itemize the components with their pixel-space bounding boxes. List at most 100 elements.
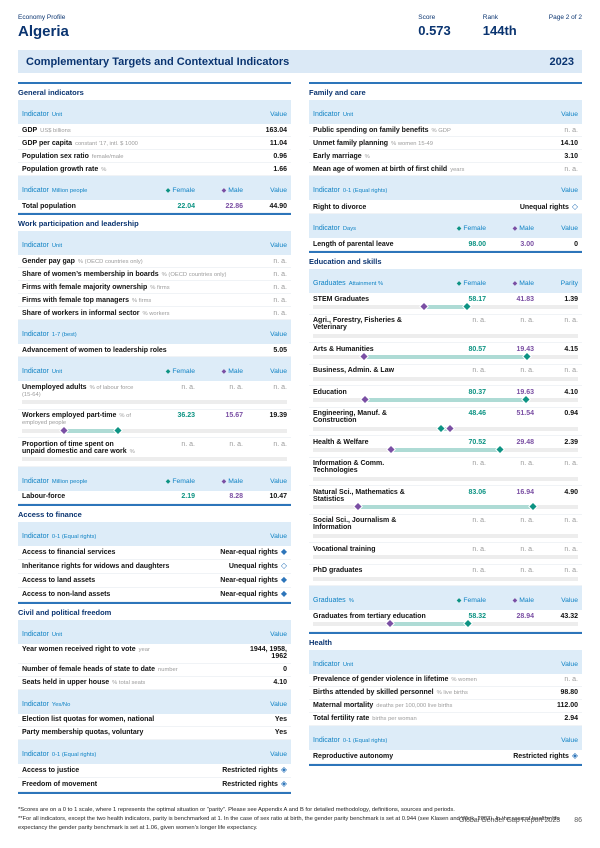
row-label-group: Maternal mortality deaths per 100,000 liv… <box>313 702 534 709</box>
table-row: STEM Graduates 58.17 41.83 1.39 <box>309 293 582 315</box>
band-year: 2023 <box>549 55 574 68</box>
value-cell: 4.15 <box>564 345 578 353</box>
row-label-group: Mean age of women at birth of first chil… <box>313 166 534 173</box>
value-column-header: Value <box>561 187 578 194</box>
value-column-header: Value <box>561 660 578 668</box>
female-column-label: Female <box>463 225 486 232</box>
indicator-unit-label: 0-1 (Equal rights) <box>342 188 388 194</box>
country-name: Algeria <box>18 23 69 40</box>
value-column-header: Value <box>270 630 287 638</box>
indicator-column-label: Indicator <box>313 736 340 744</box>
value-cell: n. a. <box>273 283 287 291</box>
row-line: Firms with female top managers% firms n. … <box>22 297 287 304</box>
block-header-indicator: Graduates Attainment % <box>313 272 432 290</box>
table-row: Share of workers in informal sector% wor… <box>18 307 291 320</box>
female-column-label: Female <box>172 187 195 194</box>
parity-bar-track <box>313 376 578 381</box>
indicator-column-label: Indicator <box>313 187 340 194</box>
value-column-header: Value <box>270 532 287 540</box>
indicator-unit: births per woman <box>372 716 417 722</box>
table-row: Year women received right to vote year 194… <box>18 644 291 664</box>
table-row: Proportion of time spent on unpaid domes… <box>18 438 291 467</box>
value-cell: 4.10 <box>273 679 287 686</box>
row-line: Arts & Humanities 80.57 19.43 4.15 <box>313 346 578 353</box>
indicator-column-label: Indicator <box>22 368 49 375</box>
row-line: Vocational training n. a. n. a. n. a. <box>313 546 578 553</box>
indicator-name: Freedom of movement <box>22 781 98 788</box>
indicator-unit-label: Unit <box>51 369 63 375</box>
row-label-group: Labour-force <box>22 493 141 500</box>
female-value: 2.19 <box>181 493 195 500</box>
table-row: Maternal mortality deaths per 100,000 liv… <box>309 700 582 713</box>
female-value: 48.46 <box>468 410 486 417</box>
table-row: Advancement of women to leadership roles… <box>18 344 291 357</box>
row-line: Business, Admin. & Law n. a. n. a. n. a. <box>313 367 578 374</box>
row-line: Workers employed part-time% of employed … <box>22 412 287 426</box>
female-diamond-icon: ◆ <box>165 369 171 375</box>
row-label-group: Unmet family planning% women 15-49 <box>313 140 534 147</box>
indicator-name: Election list quotas for women, national <box>22 716 155 723</box>
male-column-label: Male <box>228 477 243 485</box>
row-line: Engineering, Manuf. & Construction 48.46 5… <box>313 410 578 424</box>
indicator-name: Access to justice <box>22 767 80 774</box>
section-title: General indicators <box>18 88 84 97</box>
columns-container: General indicators Indicator Unit Value GDP U… <box>18 82 582 794</box>
female-diamond-icon: ◆ <box>165 188 171 194</box>
male-value: n. a. <box>229 383 243 391</box>
indicator-name: Business, Admin. & Law <box>313 367 395 374</box>
indicator-unit: year <box>138 647 150 653</box>
table-row: Access to justice Restricted rights ◈ <box>18 764 291 778</box>
indicator-name: Unmet family planning <box>313 139 389 147</box>
block-header-indicator: Indicator Million people <box>22 179 141 197</box>
row-label-group: Share of workers in informal sector% wor… <box>22 310 243 317</box>
indicator-name: Engineering, Manuf. & Construction <box>313 410 387 424</box>
value-cell: n. a. <box>564 545 578 553</box>
indicator-name: Workers employed part-time <box>22 412 117 419</box>
male-column-label: Male <box>519 597 534 604</box>
row-label-group: Population sex ratio female/male <box>22 153 243 160</box>
value-cell: 43.32 <box>560 612 578 620</box>
value-cell: 44.90 <box>269 202 287 210</box>
indicator-name: Share of women’s membership in boards <box>22 270 159 278</box>
indicator-column-label: Indicator <box>313 225 340 232</box>
male-value: 51.54 <box>516 410 534 417</box>
block-header-row: Indicator 0-1 (Equal rights) Value <box>18 521 291 546</box>
male-column-header: ◆ Male <box>195 478 243 485</box>
indicator-name: Year women received right to vote <box>22 646 136 653</box>
row-label-group: PhD graduates <box>313 567 432 574</box>
block-header-row: Indicator Unit Value <box>18 231 291 255</box>
female-diamond-icon: ◆ <box>456 598 462 604</box>
value-cell: n. a. <box>564 367 578 374</box>
table-row: Engineering, Manuf. & Construction 48.46 5… <box>309 408 582 436</box>
male-column-header: ◆ Male <box>195 368 243 375</box>
block-header-row: Indicator Unit Value <box>309 649 582 674</box>
row-line: Access to land assets Near-equal rights ◆ <box>22 576 287 585</box>
indicator-column-label: Indicator <box>313 660 340 668</box>
row-line: STEM Graduates 58.17 41.83 1.39 <box>313 296 578 303</box>
indicator-unit-label: 0-1 (Equal rights) <box>51 533 97 540</box>
male-value: 29.48 <box>516 438 534 446</box>
block-header-row: Indicator Million people ◆ Female ◆ Male Value <box>18 176 291 200</box>
table-row: Access to land assets Near-equal rights ◆ <box>18 574 291 588</box>
parity-bar-fill <box>63 428 118 433</box>
row-label-group: Inheritance rights for widows and daught… <box>22 563 229 570</box>
table-row: Inheritance rights for widows and daught… <box>18 560 291 574</box>
row-line: Share of workers in informal sector% wor… <box>22 310 287 317</box>
male-column-label: Male <box>519 280 534 287</box>
row-line: Gender pay gap% (OECD countries only) n. … <box>22 258 287 265</box>
table-row: Prevalence of gender violence in lifetim… <box>309 674 582 687</box>
row-line: Births attended by skilled personnel% li… <box>313 689 578 696</box>
block-header-indicator: Indicator 0-1 (Equal rights) <box>313 179 534 197</box>
indicator-name: Population growth rate <box>22 165 99 173</box>
male-diamond-icon: ◆ <box>221 188 227 194</box>
value-cell: n. a. <box>564 676 578 683</box>
indicator-column-label: Indicator <box>22 700 49 708</box>
row-line: GDP per capita constant ’17, intl. $ 1000… <box>22 140 287 147</box>
indicator-name: Total fertility rate <box>313 715 370 722</box>
block-header-indicator: Indicator Yes/No <box>22 693 243 711</box>
rights-value: Near-equal rights <box>220 549 278 556</box>
table-row: Agri., Forestry, Fisheries & Veterinary n… <box>309 315 582 343</box>
value-column-header: Value <box>270 242 287 249</box>
value-column-header: Value <box>270 477 287 485</box>
block-header-indicator: Indicator 1-7 (best) <box>22 323 243 341</box>
